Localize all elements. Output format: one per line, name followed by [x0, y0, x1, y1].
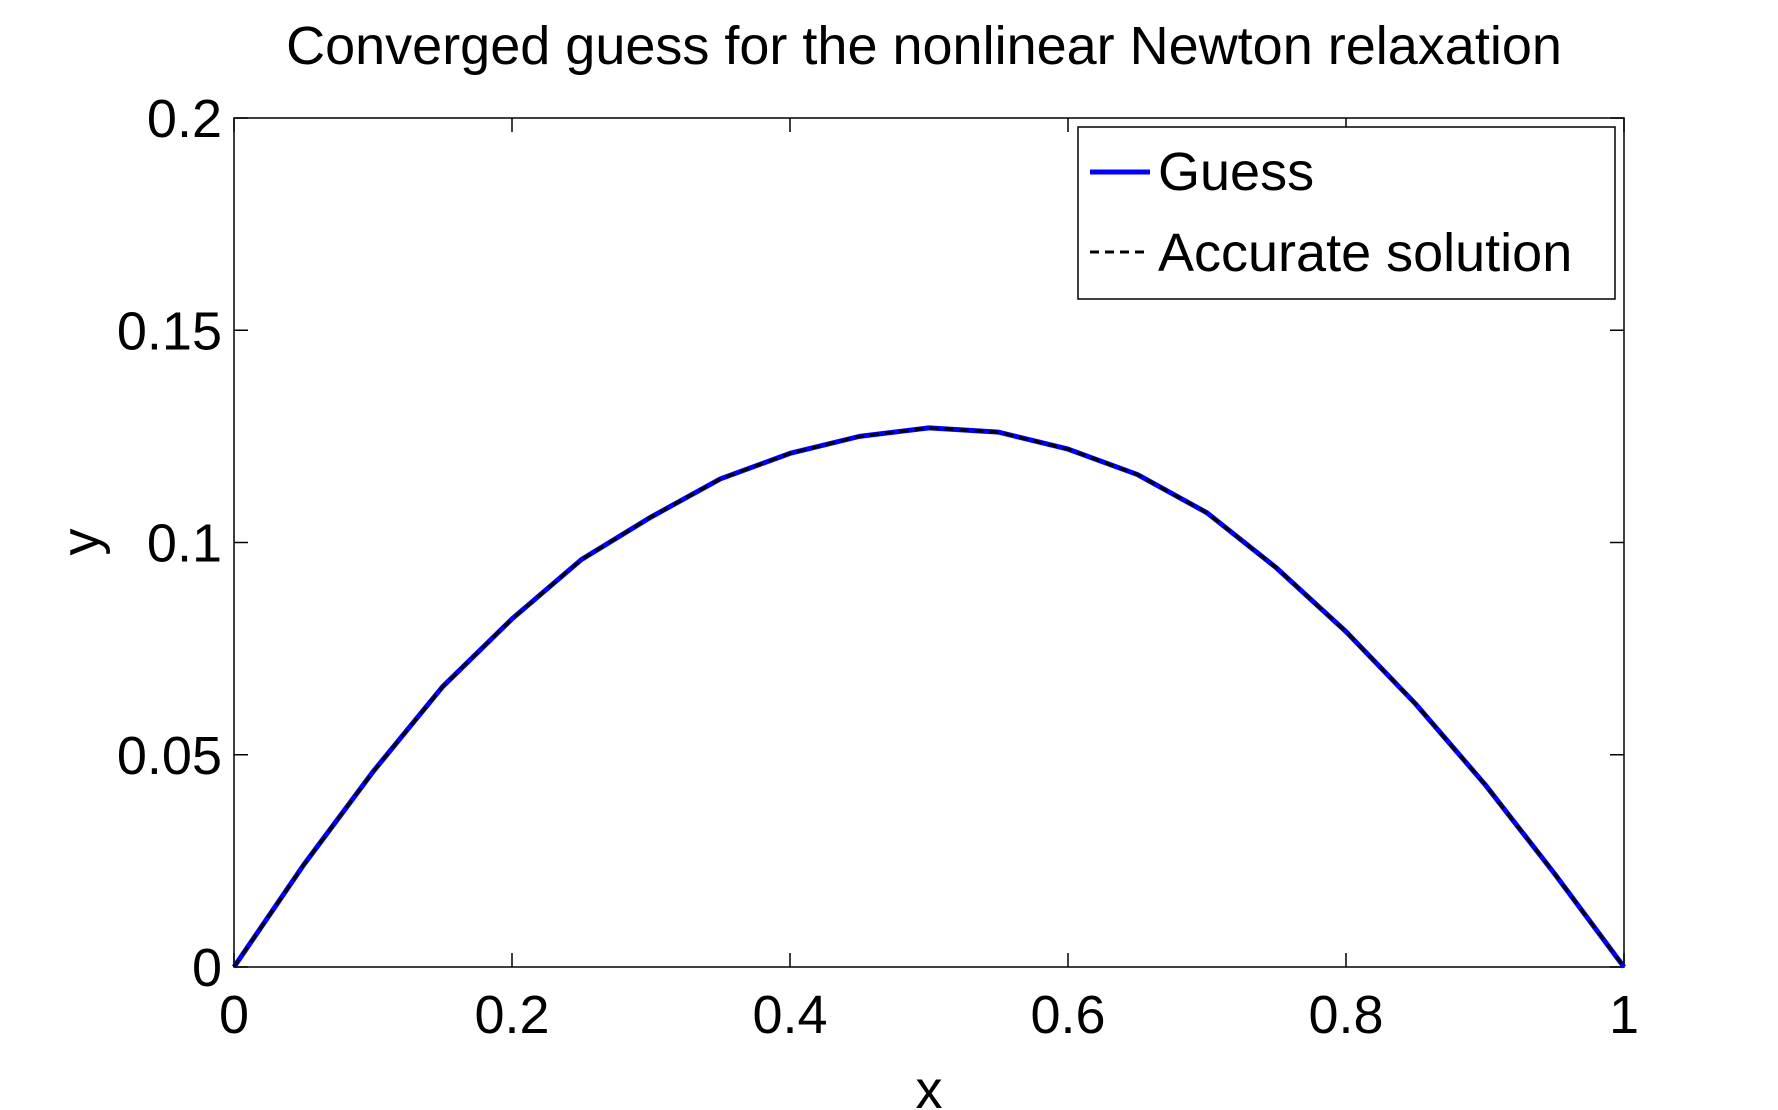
x-tick-label: 0 — [219, 985, 249, 1045]
chart-title: Converged guess for the nonlinear Newton… — [286, 16, 1562, 76]
legend: Guess Accurate solution — [1077, 126, 1616, 300]
legend-label-guess: Guess — [1158, 142, 1314, 202]
x-tick-label: 0.6 — [1030, 985, 1105, 1045]
x-tick-label: 1 — [1609, 985, 1639, 1045]
series-line-guess — [231, 425, 1627, 969]
x-tick-label: 0.4 — [752, 985, 827, 1045]
y-tick-label: 0.1 — [147, 514, 222, 574]
y-tick-label: 0 — [192, 938, 222, 998]
series-lines — [231, 425, 1627, 969]
legend-label-accurate-solution: Accurate solution — [1158, 223, 1572, 283]
plot-area: 0 0.2 0.4 0.6 0.8 1 0 0.05 0.1 0.15 0.2 — [117, 89, 1639, 1045]
y-axis-label: y — [51, 529, 111, 556]
tick-labels: 0 0.2 0.4 0.6 0.8 1 0 0.05 0.1 0.15 0.2 — [117, 89, 1639, 1045]
x-tick-label: 0.2 — [474, 985, 549, 1045]
y-tick-label: 0.2 — [147, 89, 222, 149]
series-line-accurate-solution — [232, 426, 1626, 968]
y-tick-label: 0.05 — [117, 726, 222, 786]
x-tick-label: 0.8 — [1308, 985, 1383, 1045]
y-tick-label: 0.15 — [117, 301, 222, 361]
legend-box — [1077, 126, 1616, 300]
x-axis-label: x — [916, 1060, 943, 1110]
